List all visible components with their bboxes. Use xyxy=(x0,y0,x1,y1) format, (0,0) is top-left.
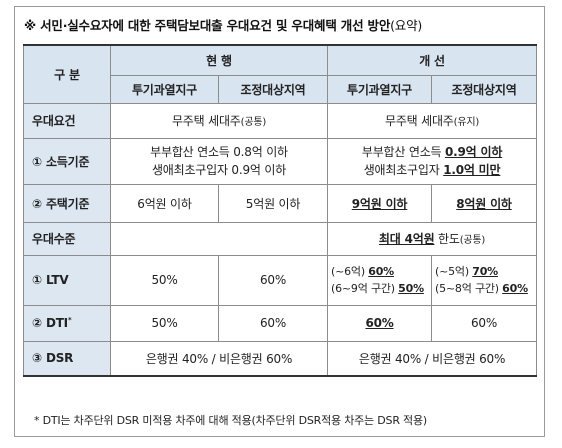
header-row-1: 구 분 현 행 개 선 xyxy=(23,44,538,104)
requirement-current: 무주택 세대주(공통) xyxy=(109,102,329,139)
dti-label: ② DTI* xyxy=(23,304,111,342)
house-row: ② 주택기준 6억원 이하 5억원 이하 9억원 이하 8억원 이하 xyxy=(23,183,538,223)
benefit-current xyxy=(109,221,329,256)
footnote: * DTI는 차주단위 DSR 미적용 차주에 대해 적용(차주단위 DSR적용… xyxy=(34,414,427,427)
dti-improved-a: 60% xyxy=(327,304,433,342)
house-current-a: 6억원 이하 xyxy=(110,183,219,223)
dti-improved-b: 60% xyxy=(431,304,538,342)
dsr-current: 은행권 40% / 비은행권 60% xyxy=(109,340,329,377)
summary-frame xyxy=(14,6,545,437)
income-row: ① 소득기준 부부합산 연소득 0.8억 이하 생애최초구입자 0.9억 이하 … xyxy=(23,137,538,185)
ltv-current-a: 50% xyxy=(110,254,219,306)
comparison-table: 구 분 현 행 개 선 투기과열지구 조정대상지역 투기과열지구 조정대상지역 … xyxy=(23,44,538,377)
improved-region-b-header: 조정대상지역 xyxy=(431,74,538,104)
benefit-row: 우대수준 최대 4억원 한도(공통) xyxy=(23,221,538,256)
dsr-improved: 은행권 40% / 비은행권 60% xyxy=(327,340,538,377)
requirement-row: 우대요건 무주택 세대주(공통) 무주택 세대주(유지) xyxy=(23,102,538,139)
current-header: 현 행 xyxy=(109,44,329,76)
improved-header: 개 선 xyxy=(327,44,538,76)
dti-current-b: 60% xyxy=(217,304,329,342)
ltv-improved-a: (~6억) 60% (6~9억 구간) 50% xyxy=(327,254,433,306)
dsr-label: ③ DSR xyxy=(23,340,111,377)
income-label: ① 소득기준 xyxy=(23,137,111,185)
income-improved: 부부합산 연소득 0.9억 이하 생애최초구입자 1.0억 미만 xyxy=(327,137,538,185)
benefit-improved: 최대 4억원 한도(공통) xyxy=(327,221,538,256)
house-current-b: 5억원 이하 xyxy=(217,183,329,223)
requirement-label: 우대요건 xyxy=(23,102,111,139)
ltv-row: ① LTV 50% 60% (~6억) 60% (6~9억 구간) 50% (~… xyxy=(23,254,538,306)
current-region-b-header: 조정대상지역 xyxy=(217,74,329,104)
current-region-a-header: 투기과열지구 xyxy=(110,74,219,104)
income-current: 부부합산 연소득 0.8억 이하 생애최초구입자 0.9억 이하 xyxy=(109,137,329,185)
category-header: 구 분 xyxy=(23,44,111,104)
improved-region-a-header: 투기과열지구 xyxy=(327,74,433,104)
ltv-improved-b: (~5억) 70% (5~8억 구간) 60% xyxy=(431,254,538,306)
ltv-label: ① LTV xyxy=(23,254,111,306)
dti-row: ② DTI* 50% 60% 60% 60% xyxy=(23,304,538,342)
requirement-improved: 무주택 세대주(유지) xyxy=(327,102,538,139)
house-improved-b: 8억원 이하 xyxy=(431,183,538,223)
dti-current-a: 50% xyxy=(110,304,219,342)
benefit-label: 우대수준 xyxy=(23,221,111,256)
dsr-row: ③ DSR 은행권 40% / 비은행권 60% 은행권 40% / 비은행권 … xyxy=(23,340,538,377)
house-label: ② 주택기준 xyxy=(23,183,111,223)
house-improved-a: 9억원 이하 xyxy=(327,183,433,223)
ltv-current-b: 60% xyxy=(217,254,329,306)
page-title: ※ 서민·실수요자에 대한 주택담보대출 우대요건 및 우대혜택 개선 방안(요… xyxy=(24,18,423,33)
